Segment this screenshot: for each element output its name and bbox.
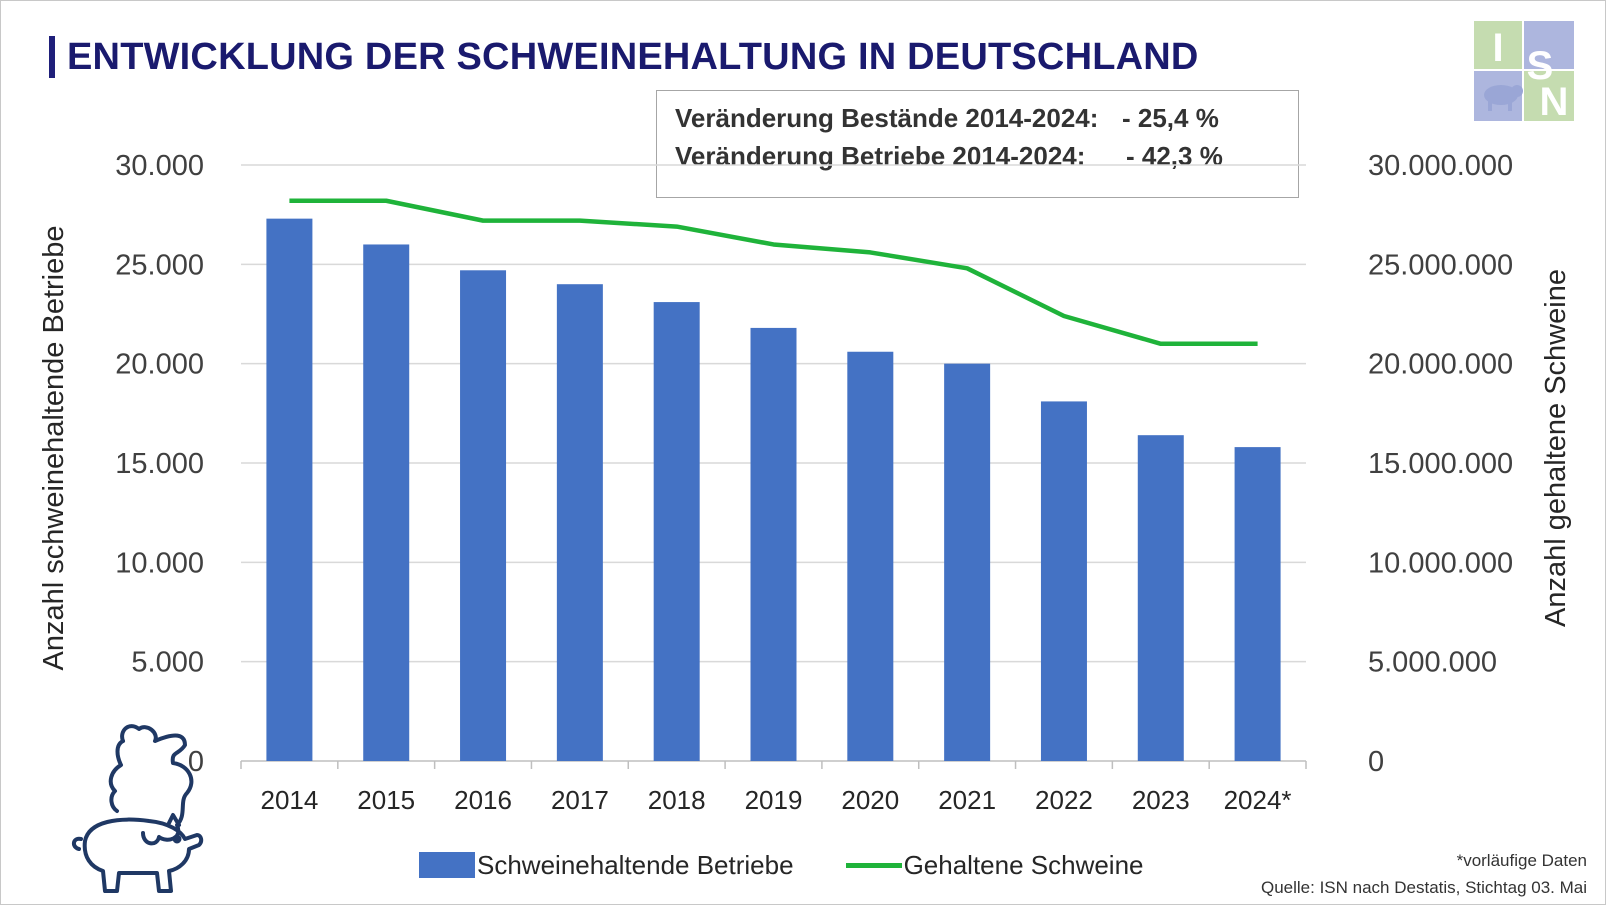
bar-2022 [1040, 401, 1087, 761]
logo-tile-i [1474, 21, 1522, 69]
y-tick-label: 10.000 [115, 547, 204, 579]
y-tick-label: 5.000 [131, 647, 204, 679]
x-tick-label: 2018 [648, 785, 706, 815]
info-line2-value: - 42,3 % [1126, 141, 1223, 171]
bar-2021 [944, 363, 991, 761]
y-tick-label: 15.000 [115, 448, 204, 480]
x-tick-label: 2021 [938, 785, 996, 815]
x-tick-label: 2016 [454, 785, 512, 815]
logo-letter-s: S [1527, 44, 1554, 88]
bar-2024* [1234, 447, 1281, 761]
x-tick-label: 2023 [1132, 785, 1190, 815]
footnote: *vorläufige Daten Quelle: ISN nach Desta… [1261, 847, 1587, 901]
x-tick-label: 2022 [1035, 785, 1093, 815]
line-series-gehaltene-schweine [289, 198, 1258, 347]
y-tick-label: 20.000 [115, 349, 204, 381]
info-line1-value: - 25,4 % [1122, 103, 1219, 133]
bar-2023 [1137, 435, 1184, 761]
y2-tick-label: 20.000.000 [1368, 349, 1513, 381]
y-axis-title: Anzahl schweinehaltende Betriebe [38, 226, 70, 671]
y-tick-label: 25.000 [115, 249, 204, 281]
y2-tick-label: 0 [1368, 746, 1384, 778]
logo-letter-n: N [1540, 80, 1569, 121]
info-line1-label: Veränderung Bestände 2014-2024: [675, 103, 1099, 133]
pig-illustration-icon [72, 724, 204, 893]
legend-swatch-line [845, 862, 902, 868]
footnote-note: *vorläufige Daten [1456, 851, 1587, 870]
x-tick-label: 2019 [745, 785, 803, 815]
pig-icon [1484, 85, 1523, 111]
y2-tick-label: 30.000.000 [1368, 150, 1513, 182]
legend-label-line: Gehaltene Schweine [903, 849, 1144, 880]
x-tick-label: 2020 [841, 785, 899, 815]
bar-2020 [847, 351, 894, 761]
logo-letter-i: I [1492, 26, 1503, 70]
logo-tile-n [1524, 71, 1574, 121]
bar-2019 [750, 327, 797, 761]
y-tick-label: 30.000 [115, 150, 204, 182]
footnote-source: Quelle: ISN nach Destatis, Stichtag 03. … [1261, 878, 1587, 897]
legend-item-bars: Schweinehaltende Betriebe [419, 850, 794, 881]
bar-2018 [653, 302, 700, 761]
info-line2-label: Veränderung Betriebe 2014-2024: [675, 141, 1086, 171]
y2-tick-label: 10.000.000 [1368, 547, 1513, 579]
bar-2017 [556, 284, 603, 761]
title-accent-bar [49, 36, 55, 78]
isn-logo: I S N [1474, 21, 1574, 121]
y2-tick-label: 5.000.000 [1368, 647, 1497, 679]
bar-2016 [460, 270, 507, 761]
x-tick-label: 2015 [357, 785, 415, 815]
y2-tick-label: 25.000.000 [1368, 249, 1513, 281]
x-tick-label: 2017 [551, 785, 609, 815]
title-row: ENTWICKLUNG DER SCHWEINEHALTUNG IN DEUTS… [49, 33, 1199, 81]
legend-item-line: Gehaltene Schweine [845, 849, 1144, 881]
legend-swatch-bar [419, 852, 475, 878]
change-info-box: Veränderung Bestände 2014-2024: - 25,4 %… [656, 90, 1299, 198]
logo-tile-top-right [1524, 21, 1574, 69]
x-tick-label: 2024* [1224, 785, 1292, 815]
y2-axis-title: Anzahl gehaltene Schweine [1540, 269, 1572, 627]
chart-legend: Schweinehaltende Betriebe Gehaltene Schw… [419, 848, 1196, 882]
legend-label-bars: Schweinehaltende Betriebe [477, 849, 794, 880]
bar-2014 [266, 218, 313, 761]
y2-tick-label: 15.000.000 [1368, 448, 1513, 480]
bar-2015 [363, 244, 410, 761]
y-tick-label: 0 [188, 746, 204, 778]
x-tick-label: 2014 [260, 785, 318, 815]
page-title: ENTWICKLUNG DER SCHWEINEHALTUNG IN DEUTS… [67, 35, 1199, 78]
